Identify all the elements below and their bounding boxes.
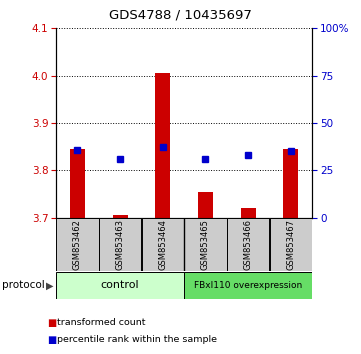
Bar — [113, 215, 127, 218]
Bar — [184, 272, 312, 298]
Text: ■: ■ — [47, 318, 56, 328]
Text: GSM853462: GSM853462 — [73, 219, 82, 270]
Text: GSM853464: GSM853464 — [158, 219, 167, 270]
Bar — [155, 73, 170, 218]
Bar — [227, 218, 269, 271]
Text: GDS4788 / 10435697: GDS4788 / 10435697 — [109, 9, 252, 22]
Bar — [241, 208, 256, 218]
Bar — [70, 149, 85, 218]
Text: ▶: ▶ — [45, 280, 53, 290]
Bar — [198, 192, 213, 218]
Text: GSM853463: GSM853463 — [116, 219, 125, 270]
Bar — [56, 272, 184, 298]
Bar — [142, 218, 184, 271]
Text: FBxl110 overexpression: FBxl110 overexpression — [194, 281, 302, 290]
Bar — [99, 218, 141, 271]
Text: control: control — [101, 280, 139, 290]
Text: transformed count: transformed count — [57, 318, 145, 327]
Text: ■: ■ — [47, 335, 56, 345]
Text: GSM853465: GSM853465 — [201, 219, 210, 270]
Bar — [184, 218, 227, 271]
Bar — [283, 149, 299, 218]
Text: GSM853466: GSM853466 — [244, 219, 253, 270]
Text: percentile rank within the sample: percentile rank within the sample — [57, 335, 217, 344]
Text: GSM853467: GSM853467 — [286, 219, 295, 270]
Text: protocol: protocol — [2, 280, 44, 290]
Bar — [270, 218, 312, 271]
Bar — [56, 218, 99, 271]
